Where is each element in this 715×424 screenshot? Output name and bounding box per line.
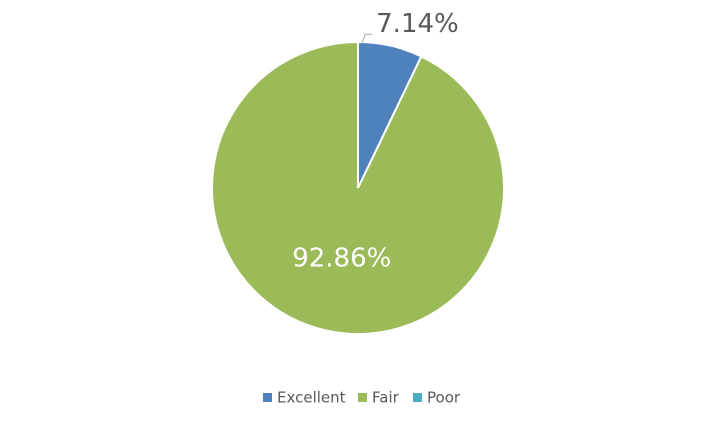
data-label: 92.86% (292, 244, 391, 274)
legend-label: Excellent (277, 389, 346, 407)
leader-line (361, 33, 373, 44)
data-label: 7.14% (376, 9, 459, 39)
legend-swatch (263, 393, 272, 402)
legend-swatch (413, 393, 422, 402)
legend-label: Poor (427, 389, 461, 407)
legend-swatch (358, 393, 367, 402)
legend-label: Fair (372, 389, 400, 407)
